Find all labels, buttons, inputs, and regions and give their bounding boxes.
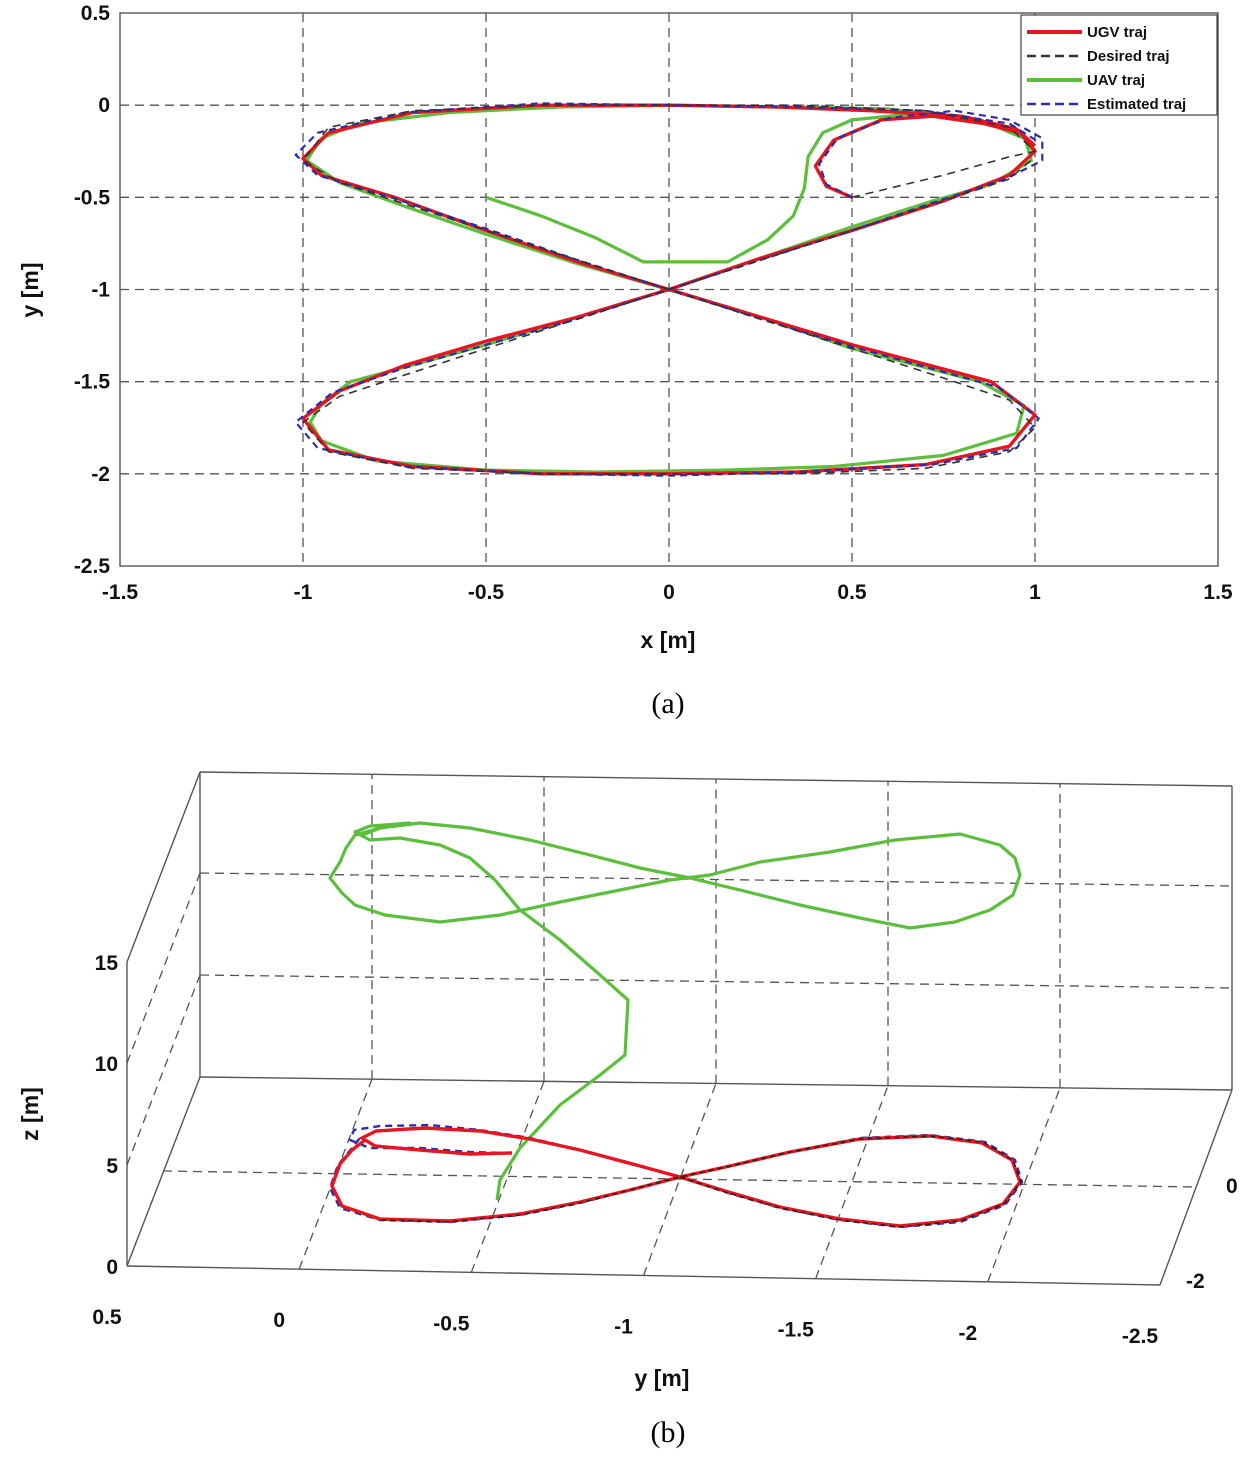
ticks-a: -1.5 -1 -0.5 0 0.5 1 1.5 0.5 0 -0.5 -1 -1.5 -2 -2.5 bbox=[74, 2, 1233, 604]
z-tick-label: 5 bbox=[106, 1155, 118, 1178]
y-tick-label: -0.5 bbox=[433, 1312, 470, 1335]
x-tick-label: 1.5 bbox=[1203, 581, 1233, 604]
y-tick-label: -2.5 bbox=[74, 555, 111, 578]
legend-label: UAV traj bbox=[1087, 72, 1145, 89]
x-axis-label-a: x [m] bbox=[641, 627, 696, 653]
z-tick-label: 15 bbox=[95, 952, 119, 975]
floor-gridline bbox=[987, 1087, 1061, 1283]
y-tick-label: -1.5 bbox=[778, 1319, 815, 1342]
legend-box bbox=[1020, 14, 1218, 116]
floor-gridline bbox=[470, 1081, 545, 1273]
z-axis-label-b: z [m] bbox=[17, 1087, 43, 1141]
ugv-3d-trace bbox=[330, 1126, 1022, 1228]
z-tick-label: 0 bbox=[106, 1256, 118, 1279]
ticks-b: 0.5 0 -0.5 -1 -1.5 -2 -2.5 0 5 10 15 0 -2 bbox=[92, 952, 1237, 1348]
ugv-traj-line bbox=[301, 103, 1037, 476]
y-tick-label: -1 bbox=[614, 1316, 633, 1339]
box-left-depth-top bbox=[126, 771, 201, 963]
x-tick-label: -1 bbox=[294, 581, 313, 604]
box-floor-right bbox=[1159, 1089, 1233, 1286]
uav-3d-trace bbox=[328, 821, 1022, 1201]
y-tick-label: 0.5 bbox=[92, 1306, 122, 1329]
y-axis-label-a: y [m] bbox=[17, 263, 43, 318]
x-tick-label: 0 bbox=[1226, 1175, 1238, 1198]
estimated-traj-line bbox=[294, 102, 1044, 477]
grid-b bbox=[126, 774, 1233, 1283]
side-wall-z-gridline bbox=[126, 872, 201, 1064]
back-wall-z-gridline bbox=[199, 872, 1233, 887]
legend-label: Estimated traj bbox=[1087, 96, 1186, 113]
y-tick-label: -1.5 bbox=[74, 371, 111, 394]
x-tick-label: -0.5 bbox=[468, 581, 505, 604]
chart-panel-b: 0.5 0 -0.5 -1 -1.5 -2 -2.5 0 5 10 15 0 -2 y [m] z [m… bbox=[17, 771, 1238, 1449]
caption-b: (b) bbox=[651, 1416, 686, 1449]
y-axis-label-b: y [m] bbox=[635, 1365, 690, 1391]
y-tick-label: 0 bbox=[98, 94, 110, 117]
x-tick-label: 0 bbox=[663, 581, 675, 604]
x-tick-label: 1 bbox=[1029, 581, 1041, 604]
floor-gridline bbox=[298, 1078, 373, 1270]
y-tick-label: -1 bbox=[91, 279, 110, 302]
y-tick-label: -2 bbox=[958, 1322, 977, 1345]
legend-a: UGV traj Desired traj UAV traj Estimated tr… bbox=[1020, 14, 1218, 116]
chart-panel-a: -1.5 -1 -0.5 0 0.5 1 1.5 0.5 0 -0.5 -1 -1.5 -2 -2.5 x… bbox=[17, 2, 1233, 720]
x-tick-label: -1.5 bbox=[102, 581, 139, 604]
legend-label: Desired traj bbox=[1087, 48, 1170, 65]
y-tick-label: -2 bbox=[91, 463, 110, 486]
floor-gridline bbox=[642, 1083, 717, 1276]
floor-gridline bbox=[815, 1085, 889, 1279]
x-tick-label: -2 bbox=[1186, 1270, 1205, 1293]
x-tick-label: 0.5 bbox=[837, 581, 867, 604]
y-tick-label: 0.5 bbox=[81, 2, 111, 25]
y-tick-label: -0.5 bbox=[74, 186, 111, 209]
y-tick-label: -2.5 bbox=[1122, 1325, 1159, 1348]
legend-label: UGV traj bbox=[1087, 24, 1147, 41]
floor-depth-gridline bbox=[162, 1170, 1197, 1188]
back-wall-z-gridline bbox=[199, 974, 1233, 989]
y-tick-label: 0 bbox=[273, 1309, 285, 1332]
series-a bbox=[294, 102, 1044, 477]
z-tick-label: 10 bbox=[95, 1053, 118, 1076]
side-wall-z-gridline bbox=[126, 974, 201, 1166]
caption-a: (a) bbox=[651, 687, 684, 720]
desired-3d-trace bbox=[379, 1135, 1022, 1228]
